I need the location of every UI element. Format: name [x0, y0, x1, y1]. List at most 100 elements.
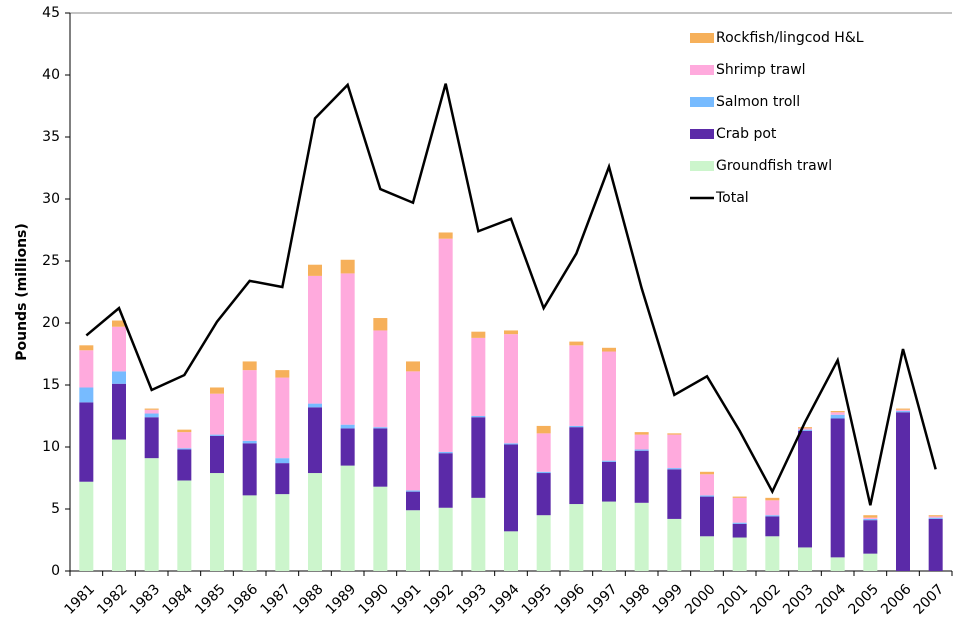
bar-segment: [438, 453, 453, 508]
x-tick-label: 2004: [813, 581, 850, 618]
bar-segment: [928, 517, 943, 519]
bar-segment: [242, 440, 257, 444]
y-tick-label: 15: [42, 377, 60, 393]
bar-segment: [928, 518, 943, 571]
bar-segment: [863, 515, 878, 518]
y-tick-label: 30: [42, 191, 60, 207]
bar-segment: [863, 517, 878, 519]
bar-segment: [471, 331, 486, 338]
bar-segment: [896, 408, 910, 410]
bar-segment: [144, 413, 159, 418]
bar-segment: [438, 451, 453, 454]
bar-segment: [406, 491, 420, 511]
x-tick-label: 1992: [421, 581, 458, 618]
bar-segment: [144, 417, 159, 459]
x-tick-label: 1993: [453, 581, 490, 618]
bar-segment: [602, 351, 616, 461]
bar-segment: [471, 497, 486, 571]
bar-segment: [340, 424, 355, 429]
bar-segment: [340, 465, 355, 571]
x-tick-label: 1988: [290, 581, 327, 618]
x-tick-label: 1984: [159, 581, 196, 618]
x-tick-label: 2003: [780, 581, 817, 618]
bar-segment: [830, 411, 845, 413]
bar-segment: [275, 370, 290, 378]
bar-segment: [732, 497, 747, 523]
bar-segment: [700, 495, 714, 497]
bar-segment: [765, 536, 780, 571]
bar-segment: [471, 417, 486, 498]
bar-segment: [504, 334, 518, 444]
bar-segment: [438, 507, 453, 571]
bar-segment: [667, 433, 682, 435]
x-tick-label: 1981: [61, 581, 98, 618]
y-tick-label: 35: [42, 129, 60, 145]
x-tick-label: 1991: [388, 581, 425, 618]
bar-segment: [863, 518, 878, 521]
bar-segment: [275, 494, 290, 571]
bar-segment: [896, 412, 910, 571]
bar-segment: [340, 273, 355, 425]
legend-label: Salmon troll: [716, 94, 800, 110]
bar-segment: [471, 416, 486, 418]
bar-segment: [602, 461, 616, 502]
bar-segment: [242, 443, 257, 496]
bar-segment: [569, 427, 584, 505]
x-tick-label: 1987: [257, 581, 294, 618]
bar-segment: [112, 439, 126, 571]
bar-segment: [112, 326, 126, 372]
bar-segment: [863, 553, 878, 571]
bar-segment: [830, 412, 845, 415]
bar-segment: [242, 495, 257, 571]
y-tick-label: 40: [42, 67, 60, 83]
bar-segment: [536, 433, 551, 472]
bar-segment: [504, 330, 518, 335]
bar-segment: [896, 411, 910, 413]
bar-segment: [634, 434, 649, 450]
bar-segment: [144, 408, 159, 410]
bar-segment: [177, 429, 192, 433]
bar-segment: [210, 387, 224, 394]
bar-segment: [732, 522, 747, 524]
bar-segment: [504, 531, 518, 571]
bar-segment: [536, 471, 551, 474]
bar-segment: [765, 497, 780, 501]
x-tick-label: 1990: [355, 581, 392, 618]
bar-segment: [308, 403, 322, 408]
bar-segment: [275, 377, 290, 459]
bar-segment: [406, 490, 420, 492]
bar-segment: [373, 427, 388, 429]
bar-segment: [79, 387, 94, 403]
legend-label: Rockfish/lingcod H&L: [716, 30, 864, 46]
x-tick-label: 1994: [486, 581, 523, 618]
bar-segment: [177, 480, 192, 571]
bar-segment: [373, 318, 388, 331]
x-tick-label: 1985: [192, 581, 229, 618]
bar-segment: [373, 330, 388, 428]
y-tick-label: 10: [42, 439, 60, 455]
bar-segment: [210, 434, 224, 436]
bar-segment: [79, 350, 94, 388]
x-tick-label: 1995: [519, 581, 556, 618]
bar-segment: [700, 496, 714, 537]
bar-segment: [602, 501, 616, 571]
bar-segment: [667, 434, 682, 469]
bar-segment: [79, 481, 94, 571]
bar-segment: [406, 510, 420, 571]
bar-segment: [210, 393, 224, 435]
bar-segment: [634, 450, 649, 503]
bar-segment: [634, 502, 649, 571]
bar-segment: [373, 428, 388, 487]
x-tick-label: 2000: [682, 581, 719, 618]
bar-segment: [144, 458, 159, 571]
bar-segment: [308, 275, 322, 404]
legend-label: Crab pot: [716, 126, 777, 142]
total-line: [85, 82, 937, 506]
bar-segment: [634, 449, 649, 451]
bar-segment: [928, 516, 943, 518]
bar-segment: [112, 383, 126, 440]
bar-segment: [798, 430, 812, 548]
bar-segment: [177, 432, 192, 449]
y-tick-label: 25: [42, 253, 60, 269]
